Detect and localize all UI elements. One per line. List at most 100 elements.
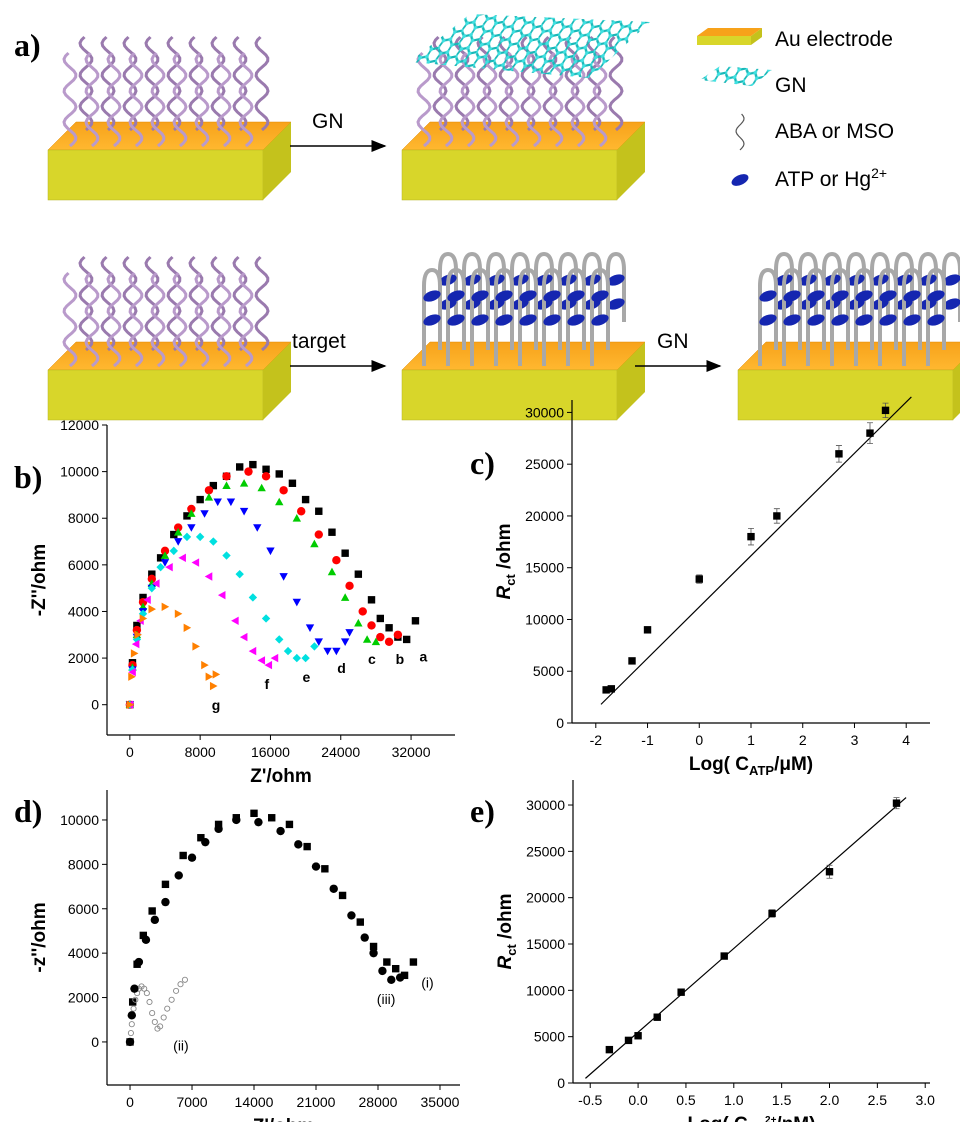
y-tick-label: 20000 (526, 890, 565, 906)
strand (238, 51, 254, 148)
legend-label: Au electrode (775, 28, 893, 51)
point (204, 493, 214, 501)
point (354, 618, 363, 627)
point (275, 470, 283, 478)
x-tick-label: 3 (851, 732, 859, 748)
y-tick-label: 4000 (68, 603, 99, 619)
point (217, 590, 226, 600)
x-tick-label: 28000 (359, 1094, 398, 1110)
target-molecule (879, 290, 897, 302)
y-tick-label: 0 (91, 1034, 99, 1050)
point (292, 598, 302, 607)
series-label: f (265, 676, 270, 692)
strand (592, 51, 608, 148)
point (371, 637, 381, 646)
point (367, 596, 376, 604)
y-tick-label: 30000 (525, 404, 564, 420)
y-tick-label: 25000 (525, 456, 564, 472)
y-tick-label: 0 (556, 715, 564, 731)
point (182, 532, 192, 542)
point (328, 528, 336, 536)
target-molecule (943, 274, 960, 286)
y-tick-label: 2000 (68, 990, 99, 1006)
axis-title: Log( CHg2+/nM) (688, 1114, 816, 1122)
hairpin (518, 267, 538, 366)
point (387, 975, 396, 984)
point (292, 514, 302, 522)
point (130, 984, 139, 993)
point (204, 572, 213, 581)
point (605, 1045, 614, 1054)
x-tick-label: 0 (695, 732, 703, 748)
point (127, 1030, 134, 1037)
point (160, 546, 170, 556)
point (677, 988, 685, 996)
point (634, 1032, 642, 1040)
point (132, 635, 142, 644)
point (161, 897, 170, 907)
point (183, 512, 191, 520)
y-tick-label: 6000 (68, 557, 99, 573)
electrode-front (737, 369, 954, 421)
point (139, 614, 148, 623)
legend-icon (697, 28, 762, 36)
point (128, 672, 136, 681)
strand (62, 271, 78, 368)
hairpin (878, 267, 898, 366)
point (195, 532, 205, 542)
target-molecule (855, 290, 873, 302)
point (279, 573, 288, 581)
series-label: b (396, 651, 405, 667)
point (125, 1037, 135, 1047)
point (151, 1018, 158, 1026)
point (141, 935, 151, 945)
point (327, 567, 337, 576)
fit-line (585, 797, 907, 1079)
y-tick-label: 6000 (68, 901, 99, 917)
target-molecule (807, 290, 825, 302)
point (209, 537, 218, 546)
point (239, 479, 249, 487)
point (720, 952, 728, 960)
strand (78, 255, 94, 352)
point (866, 429, 874, 437)
point (253, 524, 262, 532)
point (197, 834, 205, 842)
graphene (410, 14, 650, 78)
axis-title-sub: ct (503, 574, 518, 586)
strand (106, 271, 122, 368)
point (347, 911, 356, 920)
legend-text: GN (775, 74, 807, 97)
strand (216, 271, 232, 368)
point (132, 996, 139, 1003)
point (314, 638, 323, 646)
strand (232, 255, 248, 352)
point (150, 915, 160, 925)
point (340, 593, 350, 601)
axis-title-rest: /μM) (774, 754, 813, 775)
point (329, 884, 338, 893)
strand (194, 51, 210, 148)
hairpin (782, 267, 802, 366)
point (160, 551, 170, 559)
point (323, 647, 332, 656)
point (402, 635, 411, 644)
electrode-front (401, 369, 618, 421)
y-tick-label: 2000 (68, 650, 99, 666)
strand (122, 35, 138, 132)
target-molecule (591, 314, 609, 326)
hairpin (534, 251, 554, 350)
point (204, 486, 214, 495)
point (128, 667, 136, 677)
legend-label: ABA or MSO (775, 120, 894, 143)
hairpin (894, 251, 914, 350)
point (173, 987, 180, 994)
target-molecule (591, 290, 609, 302)
point (825, 868, 834, 876)
strand (188, 35, 204, 132)
point (143, 595, 151, 605)
point (257, 483, 266, 492)
y-tick-label: 12000 (60, 417, 99, 433)
hairpin (510, 251, 530, 350)
target-molecule (831, 290, 849, 302)
